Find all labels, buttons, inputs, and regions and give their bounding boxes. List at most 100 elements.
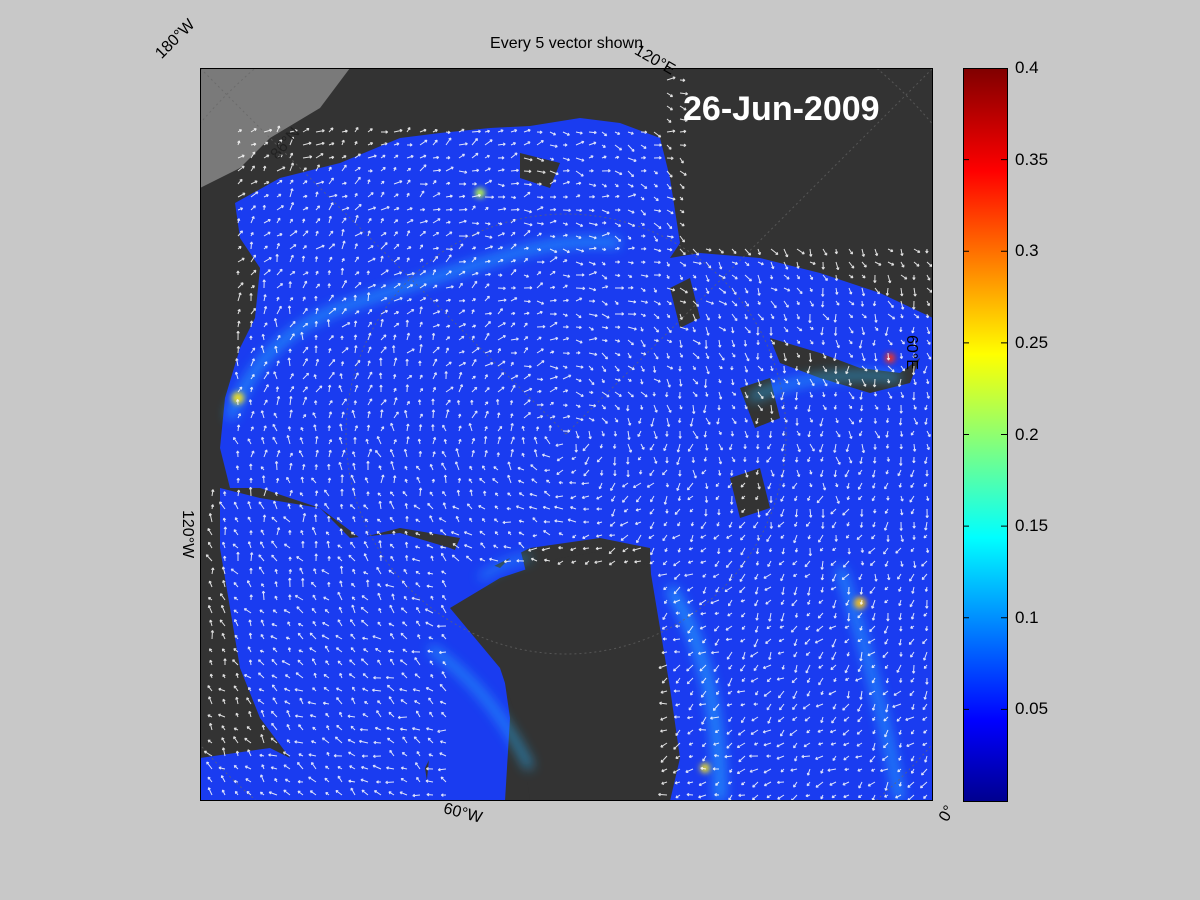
drift-vector xyxy=(780,495,785,502)
drift-vector xyxy=(289,373,294,380)
drift-vector xyxy=(311,526,317,536)
drift-vector xyxy=(497,372,505,380)
drift-vector xyxy=(209,722,213,731)
drift-vector xyxy=(411,596,421,601)
drift-vector xyxy=(207,787,213,796)
drift-vector xyxy=(302,296,306,302)
drift-vector xyxy=(828,625,837,630)
drift-vector xyxy=(296,556,304,562)
drift-vector xyxy=(687,495,694,501)
drift-vector xyxy=(884,781,889,791)
drift-vector xyxy=(871,742,876,751)
drift-vector xyxy=(315,129,325,133)
drift-vector xyxy=(310,740,317,744)
drift-vector xyxy=(562,429,571,433)
drift-vector xyxy=(380,346,387,354)
drift-vector xyxy=(399,791,408,796)
drift-vector xyxy=(679,404,683,410)
drift-vector xyxy=(510,181,520,186)
drift-vector xyxy=(350,541,356,549)
drift-vector xyxy=(377,492,382,497)
drift-vector xyxy=(673,586,681,595)
drift-vector xyxy=(558,480,564,485)
drift-vector xyxy=(640,313,646,317)
drift-vector xyxy=(632,547,642,552)
drift-vector xyxy=(842,781,850,786)
drift-vector xyxy=(261,333,265,341)
drift-vector xyxy=(796,469,801,478)
drift-vector xyxy=(648,534,655,539)
drift-vector xyxy=(601,300,608,306)
drift-vector xyxy=(679,105,687,111)
drift-vector xyxy=(661,650,668,655)
drift-vector xyxy=(367,217,372,224)
drift-vector xyxy=(885,469,889,475)
drift-vector xyxy=(237,257,245,263)
drift-vector xyxy=(575,140,585,146)
drift-vector xyxy=(219,501,226,510)
drift-vector xyxy=(432,207,441,212)
drift-vector xyxy=(665,457,669,464)
drift-vector xyxy=(661,781,668,785)
drift-vector xyxy=(237,192,246,198)
drift-vector xyxy=(588,155,594,159)
drift-vector xyxy=(444,371,448,380)
drift-vector xyxy=(609,521,616,527)
drift-vector xyxy=(614,246,620,251)
drift-vector xyxy=(372,688,382,692)
drift-vector xyxy=(484,167,491,172)
drift-vector xyxy=(757,287,761,296)
drift-vector xyxy=(367,384,373,393)
drift-vector xyxy=(289,162,294,172)
drift-vector xyxy=(833,391,838,397)
drift-vector xyxy=(521,425,525,432)
drift-vector xyxy=(783,417,788,423)
drift-vector xyxy=(922,638,928,645)
drift-vector xyxy=(406,298,412,302)
drift-vector xyxy=(351,697,356,705)
drift-vector xyxy=(419,207,426,212)
drift-vector xyxy=(554,505,564,510)
drift-vector xyxy=(860,508,864,517)
drift-vector xyxy=(859,404,864,412)
drift-vector xyxy=(792,482,798,490)
drift-vector xyxy=(926,495,930,502)
drift-vector xyxy=(458,259,467,264)
drift-vector xyxy=(313,424,317,432)
drift-vector xyxy=(925,313,930,319)
drift-vector xyxy=(351,604,356,614)
drift-vector xyxy=(717,508,721,516)
drift-vector xyxy=(510,168,519,173)
drift-vector xyxy=(314,320,318,328)
drift-vector xyxy=(549,207,557,212)
drift-vector xyxy=(896,716,902,722)
drift-vector xyxy=(913,560,917,569)
drift-vector xyxy=(260,709,265,718)
drift-vector xyxy=(458,282,463,289)
drift-vector xyxy=(744,300,749,307)
drift-vector xyxy=(321,569,330,575)
drift-vector xyxy=(687,729,694,735)
drift-vector xyxy=(498,195,506,199)
drift-vector xyxy=(259,609,265,614)
drift-vector xyxy=(925,508,929,519)
drift-vector xyxy=(403,568,408,575)
drift-vector xyxy=(458,194,466,199)
drift-vector xyxy=(713,742,720,746)
drift-vector xyxy=(660,716,668,721)
drift-vector xyxy=(271,722,278,731)
drift-vector xyxy=(653,131,662,138)
drift-vector xyxy=(221,725,226,731)
drift-vector xyxy=(627,261,634,265)
drift-vector xyxy=(233,736,239,744)
drift-vector xyxy=(562,325,569,329)
drift-vector xyxy=(312,687,317,692)
drift-vector xyxy=(445,347,449,354)
drift-vector xyxy=(678,469,682,477)
drift-vector xyxy=(832,547,837,551)
drift-vector xyxy=(209,673,214,679)
drift-vector xyxy=(315,205,321,211)
drift-vector xyxy=(806,729,811,734)
drift-vector xyxy=(337,619,343,627)
drift-vector xyxy=(404,541,409,549)
